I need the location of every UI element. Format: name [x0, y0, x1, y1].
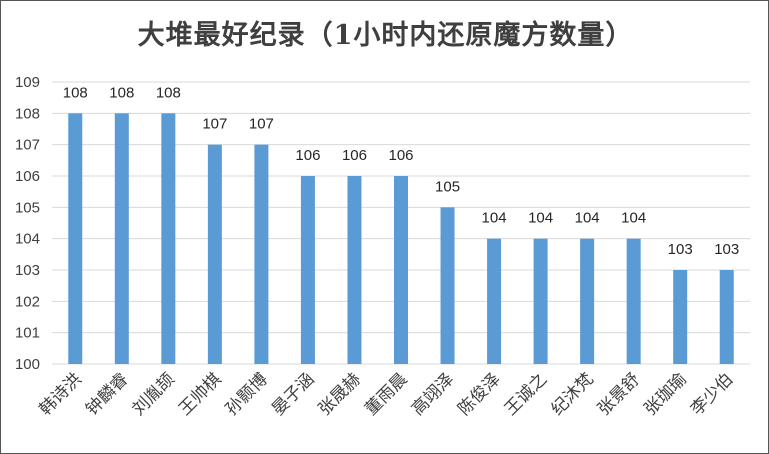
data-label: 108: [63, 84, 88, 101]
y-tick-label: 102: [15, 293, 40, 310]
data-label: 106: [295, 147, 320, 164]
bar: [300, 176, 315, 364]
bar: [394, 176, 408, 364]
x-tick-label: 张景舒: [594, 369, 644, 419]
data-label: 103: [668, 241, 693, 258]
data-label: 108: [156, 84, 181, 101]
bar: [254, 144, 269, 364]
x-tick-label: 刘胤颉: [129, 369, 179, 419]
x-tick-label: 孙颢博: [222, 369, 272, 419]
data-label: 107: [249, 116, 274, 133]
bar: [68, 113, 83, 364]
bar: [161, 113, 176, 364]
data-label: 104: [482, 210, 507, 227]
x-tick-label: 高翊泽: [408, 369, 458, 419]
x-tick-label: 张晟赫: [315, 369, 365, 419]
data-label: 106: [388, 147, 413, 164]
bar: [626, 238, 641, 364]
x-tick-label: 晏子涵: [268, 369, 318, 419]
data-label: 103: [714, 241, 739, 258]
x-tick-label: 韩诗洪: [36, 369, 86, 419]
x-tick-label: 陈俊泽: [454, 369, 504, 419]
x-tick-label: 王帅棋: [175, 369, 225, 419]
data-label: 104: [621, 210, 646, 227]
bar: [440, 207, 455, 364]
bar: [719, 270, 734, 364]
x-tick-label: 张珈瑜: [641, 369, 691, 419]
x-tick-label: 董雨晨: [361, 369, 411, 419]
y-tick-label: 104: [15, 231, 40, 248]
x-tick-label: 王诚之: [501, 369, 551, 419]
data-label: 108: [109, 84, 134, 101]
y-tick-label: 105: [15, 199, 40, 216]
y-tick-label: 103: [15, 262, 40, 279]
bar: [487, 238, 502, 364]
y-tick-label: 107: [15, 137, 40, 154]
y-tick-label: 106: [15, 168, 40, 185]
x-tick-label: 钟麟睿: [82, 369, 132, 419]
chart-title: 大堆最好纪录（1小时内还原魔方数量）: [137, 20, 634, 51]
bar: [533, 238, 548, 364]
bar: [347, 176, 362, 364]
bar: [114, 113, 129, 364]
y-tick-label: 109: [15, 74, 40, 91]
y-tick-label: 100: [15, 356, 40, 373]
x-tick-label: 纪沐梵: [547, 369, 597, 419]
data-label: 107: [202, 116, 227, 133]
bar: [207, 144, 222, 364]
bar: [673, 270, 688, 364]
x-tick-label: 李少伯: [687, 369, 737, 419]
y-tick-label: 101: [15, 325, 40, 342]
data-label: 104: [528, 210, 553, 227]
y-tick-label: 108: [15, 105, 40, 122]
data-label: 106: [342, 147, 367, 164]
data-label: 104: [575, 210, 600, 227]
data-label: 105: [435, 178, 460, 195]
bar: [580, 238, 595, 364]
